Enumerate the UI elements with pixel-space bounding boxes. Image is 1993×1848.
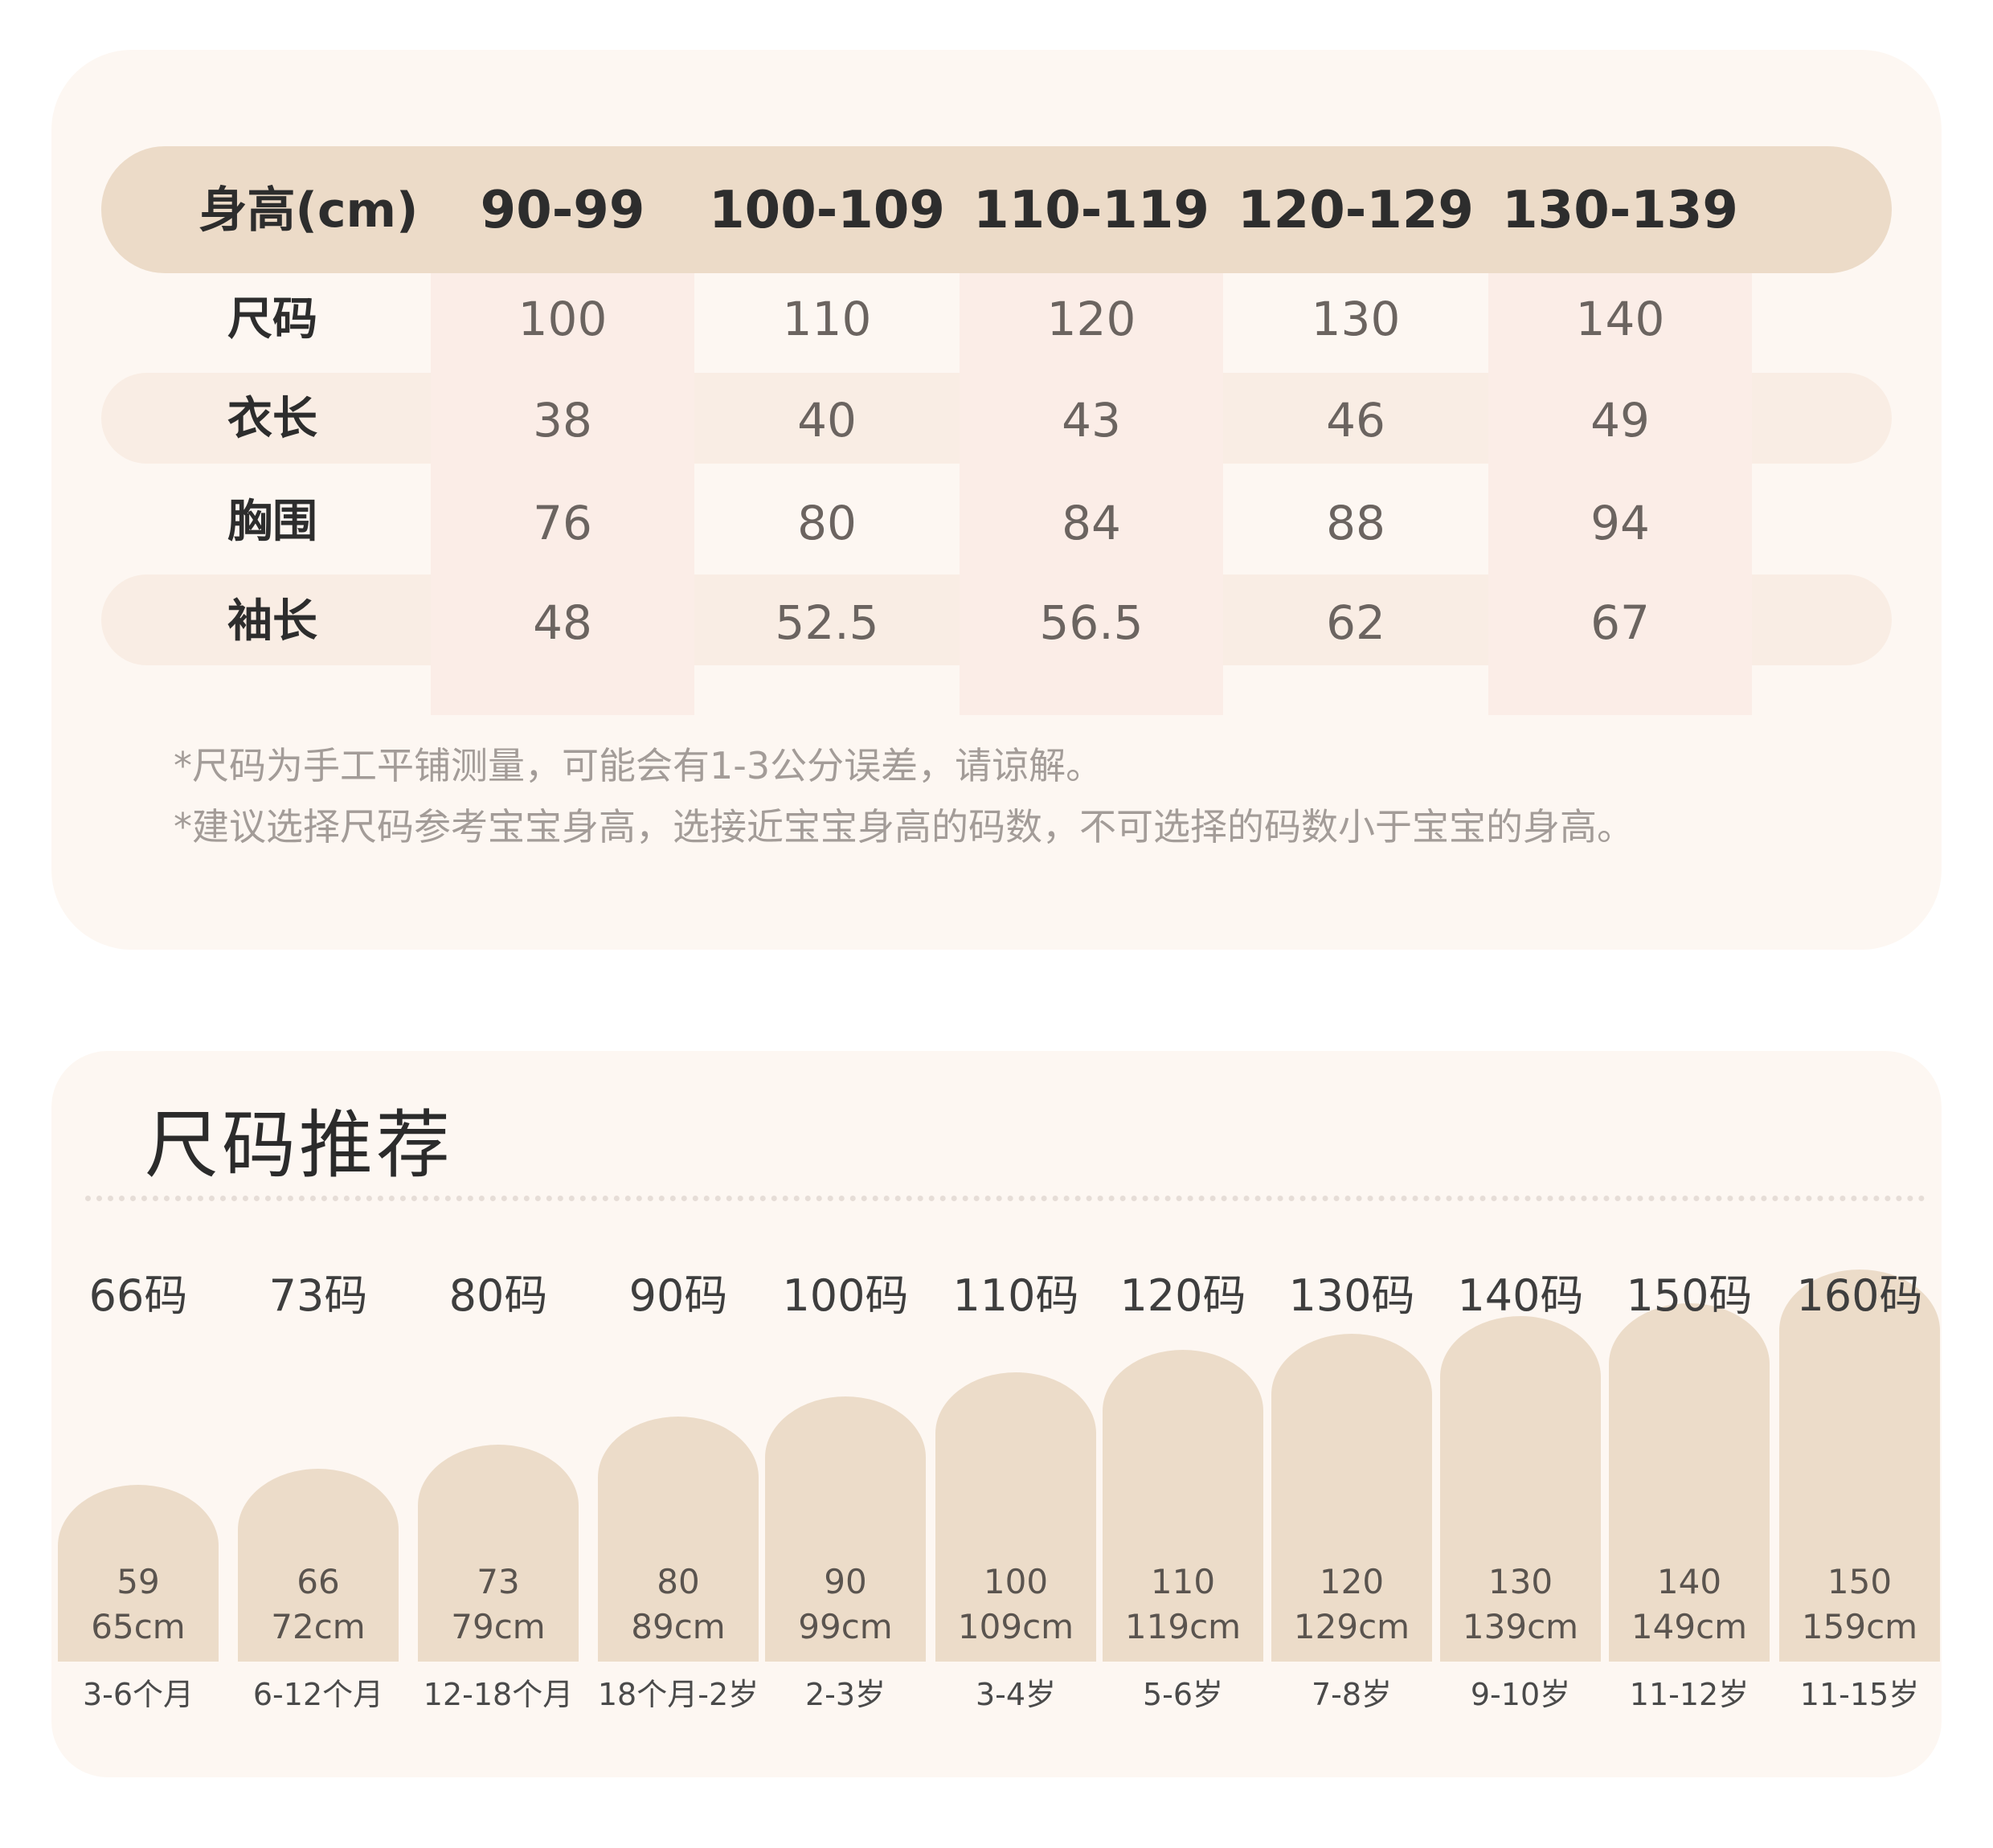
- height-min: 66: [297, 1562, 340, 1601]
- age-label: 6-12个月: [252, 1677, 384, 1712]
- table-header: [101, 146, 1892, 273]
- size-arch: [1271, 1334, 1432, 1662]
- table-cell: 46: [1326, 393, 1385, 448]
- height-max: 99cm: [798, 1607, 893, 1646]
- table-cell: 76: [533, 496, 592, 550]
- height-max: 159cm: [1801, 1607, 1918, 1646]
- height-min: 120: [1319, 1562, 1385, 1601]
- height-max: 139cm: [1462, 1607, 1579, 1646]
- table-cell: 48: [533, 595, 592, 650]
- age-label: 2-3岁: [804, 1677, 886, 1712]
- table-cell: 110: [782, 292, 872, 346]
- size-table-card: 身高(cm) 90-99 100-109 110-119 120-129 130…: [51, 50, 1942, 950]
- column-band: [431, 273, 694, 715]
- height-min: 110: [1150, 1562, 1216, 1601]
- height-max: 72cm: [271, 1607, 366, 1646]
- table-cell: 100: [518, 292, 608, 346]
- column-band: [960, 273, 1223, 715]
- height-min: 100: [983, 1562, 1049, 1601]
- row-label-sleeve: 袖长: [227, 595, 317, 648]
- table-cell: 84: [1062, 496, 1121, 550]
- height-max: 149cm: [1631, 1607, 1748, 1646]
- row-label-size: 尺码: [227, 293, 317, 345]
- age-label: 9-10岁: [1470, 1677, 1571, 1712]
- table-cell: 94: [1590, 496, 1650, 550]
- height-max: 79cm: [451, 1607, 546, 1646]
- height-max: 89cm: [631, 1607, 726, 1646]
- size-label: 160码: [1796, 1270, 1923, 1321]
- height-min: 140: [1656, 1562, 1722, 1601]
- size-label: 120码: [1119, 1270, 1246, 1321]
- age-label: 7-8岁: [1311, 1677, 1393, 1712]
- table-cell: 140: [1575, 292, 1665, 346]
- height-max: 109cm: [957, 1607, 1074, 1646]
- table-cell: 38: [533, 393, 592, 448]
- age-label: 3-4岁: [975, 1677, 1057, 1712]
- table-cell: 120: [1046, 292, 1136, 346]
- size-label: 80码: [448, 1270, 548, 1321]
- table-cell: 52.5: [775, 595, 879, 650]
- table-cell: 62: [1326, 595, 1385, 650]
- header-height-range: 90-99: [480, 181, 645, 240]
- row-label-length: 衣长: [227, 393, 317, 445]
- size-recommendation-card: 尺码推荐 66码 59 65cm 3-6个月 73码 66 72cm 6-12个月 80码 73 7…: [51, 1051, 1942, 1777]
- size-label: 130码: [1288, 1270, 1415, 1321]
- note-recommendation: *建议选择尺码参考宝宝身高，选接近宝宝身高的码数，不可选择的码数小于宝宝的身高。: [174, 805, 1634, 848]
- size-label: 110码: [952, 1270, 1079, 1321]
- note-measurement: *尺码为手工平铺测量，可能会有1-3公分误差，请谅解。: [174, 744, 1103, 787]
- size-label: 100码: [782, 1270, 909, 1321]
- header-height-range: 100-109: [709, 181, 945, 240]
- section-title: 尺码推荐: [145, 1102, 454, 1188]
- height-min: 90: [824, 1562, 867, 1601]
- size-label: 140码: [1457, 1270, 1584, 1321]
- header-height-range: 110-119: [973, 181, 1209, 240]
- header-height-range: 130-139: [1502, 181, 1738, 240]
- age-label: 5-6岁: [1142, 1677, 1224, 1712]
- height-max: 129cm: [1293, 1607, 1410, 1646]
- table-cell: 40: [797, 393, 857, 448]
- size-label: 90码: [628, 1270, 728, 1321]
- age-label: 18个月-2岁: [597, 1677, 759, 1712]
- age-label: 3-6个月: [82, 1677, 194, 1712]
- size-arch: [238, 1469, 399, 1662]
- table-cell: 88: [1326, 496, 1385, 550]
- height-max: 119cm: [1124, 1607, 1242, 1646]
- table-cell: 130: [1311, 292, 1401, 346]
- table-cell: 67: [1590, 595, 1650, 650]
- row-label-chest: 胸围: [227, 496, 317, 548]
- table-cell: 80: [797, 496, 857, 550]
- header-height-range: 120-129: [1238, 181, 1474, 240]
- age-label: 12-18个月: [423, 1677, 574, 1712]
- column-band: [1488, 273, 1752, 715]
- size-label: 66码: [88, 1270, 188, 1321]
- table-cell: 49: [1590, 393, 1650, 448]
- age-label: 11-12岁: [1629, 1677, 1750, 1712]
- size-arch: [1440, 1316, 1601, 1662]
- dotted-divider: [85, 1196, 1925, 1201]
- size-label: 73码: [268, 1270, 368, 1321]
- size-arch: [1103, 1350, 1263, 1662]
- size-arch: [58, 1485, 219, 1662]
- size-label: 150码: [1626, 1270, 1753, 1321]
- table-cell: 43: [1062, 393, 1121, 448]
- height-min: 59: [117, 1562, 160, 1601]
- size-arch: [935, 1372, 1096, 1662]
- height-min: 73: [477, 1562, 520, 1601]
- height-min: 150: [1827, 1562, 1893, 1601]
- header-height-label: 身高(cm): [198, 182, 419, 239]
- age-label: 11-15岁: [1799, 1677, 1920, 1712]
- height-max: 65cm: [91, 1607, 186, 1646]
- size-arch: [1779, 1269, 1940, 1662]
- height-min: 80: [657, 1562, 700, 1601]
- size-arch: [598, 1417, 759, 1662]
- size-arch: [418, 1445, 579, 1662]
- height-min: 130: [1488, 1562, 1553, 1601]
- table-cell: 56.5: [1039, 595, 1144, 650]
- size-arch: [1609, 1303, 1770, 1662]
- size-arch: [765, 1396, 926, 1662]
